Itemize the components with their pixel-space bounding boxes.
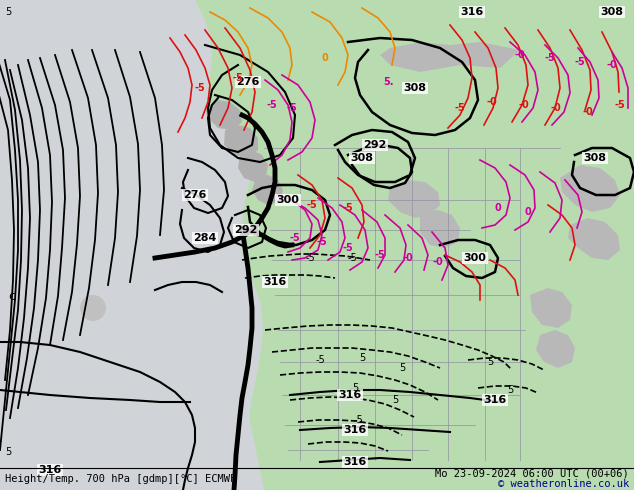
- Text: -5: -5: [342, 243, 353, 253]
- Text: -5: -5: [307, 200, 318, 210]
- Text: -0: -0: [550, 103, 561, 113]
- Polygon shape: [252, 175, 283, 205]
- Text: 316: 316: [344, 457, 366, 467]
- Text: -0: -0: [403, 253, 413, 263]
- Text: -5: -5: [574, 57, 585, 67]
- Polygon shape: [238, 150, 268, 182]
- Text: -5: -5: [287, 103, 297, 113]
- Text: 5: 5: [507, 385, 513, 395]
- Text: 316: 316: [483, 395, 507, 405]
- Text: -0: -0: [607, 60, 618, 70]
- Polygon shape: [568, 218, 620, 260]
- Text: Height/Temp. 700 hPa [gdmp][°C] ECMWF: Height/Temp. 700 hPa [gdmp][°C] ECMWF: [5, 474, 236, 484]
- Text: -0: -0: [519, 100, 529, 110]
- Text: -5: -5: [347, 253, 357, 263]
- Text: -5: -5: [267, 100, 278, 110]
- Text: 5: 5: [392, 395, 398, 405]
- Text: 0: 0: [495, 203, 501, 213]
- Text: 5: 5: [352, 383, 358, 393]
- Polygon shape: [380, 42, 520, 72]
- Text: 276: 276: [183, 190, 207, 200]
- Text: 5: 5: [5, 7, 11, 17]
- Text: -5: -5: [315, 355, 325, 365]
- Text: 308: 308: [403, 83, 427, 93]
- Text: 5: 5: [487, 357, 493, 367]
- Text: 316: 316: [344, 425, 366, 435]
- Text: 316: 316: [339, 390, 361, 400]
- Text: 284: 284: [193, 233, 217, 243]
- Text: -5: -5: [375, 250, 385, 260]
- Text: -0: -0: [487, 97, 498, 107]
- Text: -0: -0: [432, 257, 443, 267]
- Text: -0: -0: [515, 50, 526, 60]
- Text: 300: 300: [276, 195, 299, 205]
- Text: 308: 308: [351, 153, 373, 163]
- Text: -5: -5: [455, 103, 465, 113]
- Polygon shape: [530, 288, 572, 328]
- Text: 316: 316: [39, 465, 61, 475]
- Text: -5: -5: [316, 237, 327, 247]
- Text: 0: 0: [524, 207, 531, 217]
- Text: 5.: 5.: [383, 77, 393, 87]
- Text: -5: -5: [545, 53, 555, 63]
- Text: -5: -5: [305, 253, 315, 263]
- Polygon shape: [536, 330, 575, 368]
- Text: 5: 5: [5, 447, 11, 457]
- Text: 292: 292: [363, 140, 387, 150]
- Text: -5: -5: [614, 100, 625, 110]
- Text: 276: 276: [236, 77, 260, 87]
- Polygon shape: [195, 0, 634, 490]
- Text: c: c: [8, 290, 15, 303]
- Text: 308: 308: [583, 153, 607, 163]
- Text: -5: -5: [195, 83, 205, 93]
- Polygon shape: [205, 100, 242, 130]
- Text: -5: -5: [342, 203, 353, 213]
- Text: Mo 23-09-2024 06:00 UTC (00+06): Mo 23-09-2024 06:00 UTC (00+06): [436, 468, 629, 478]
- Text: © weatheronline.co.uk: © weatheronline.co.uk: [498, 479, 629, 489]
- Text: 316: 316: [263, 277, 287, 287]
- Text: 5: 5: [359, 353, 365, 363]
- Polygon shape: [420, 210, 460, 248]
- Circle shape: [80, 295, 106, 321]
- Text: -5: -5: [290, 233, 301, 243]
- Polygon shape: [388, 180, 440, 218]
- Text: -0: -0: [583, 107, 593, 117]
- Text: 308: 308: [600, 7, 623, 17]
- Polygon shape: [560, 165, 620, 212]
- Text: 0: 0: [321, 53, 328, 63]
- Text: 300: 300: [463, 253, 486, 263]
- Text: -5: -5: [233, 73, 243, 83]
- Text: 5: 5: [399, 363, 405, 373]
- Text: 316: 316: [460, 7, 484, 17]
- Text: 292: 292: [235, 225, 257, 235]
- Text: -5: -5: [353, 415, 363, 425]
- Polygon shape: [224, 125, 258, 158]
